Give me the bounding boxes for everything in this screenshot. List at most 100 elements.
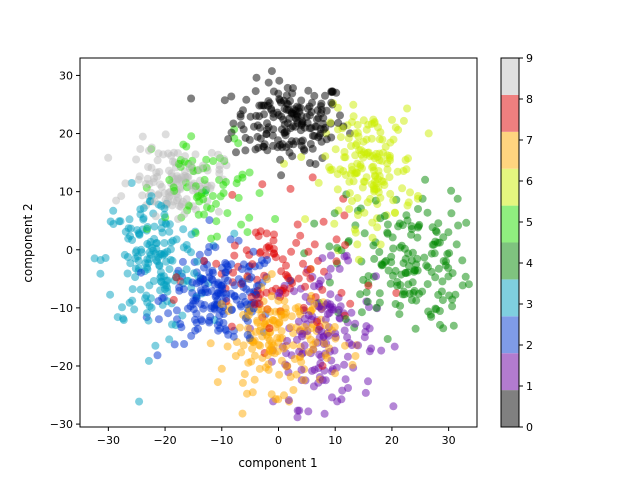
scatter-point-class-3 xyxy=(106,217,115,226)
colorbar-tick-label: 9 xyxy=(526,52,533,65)
scatter-point-class-4 xyxy=(420,253,429,262)
scatter-point-class-4 xyxy=(432,228,441,237)
scatter-point-class-9 xyxy=(153,156,162,165)
scatter-point-class-6 xyxy=(360,208,369,217)
scatter-point-class-5 xyxy=(180,157,189,166)
scatter-point-class-3 xyxy=(109,206,118,215)
scatter-point-class-9 xyxy=(168,157,177,166)
scatter-point-class-2 xyxy=(197,288,206,297)
scatter-point-class-4 xyxy=(408,278,417,287)
colorbar-segment xyxy=(501,279,519,317)
scatter-point-class-1 xyxy=(377,346,386,355)
scatter-point-class-7 xyxy=(275,370,284,379)
scatter-point-class-7 xyxy=(311,338,320,347)
scatter-point-class-3 xyxy=(131,273,140,282)
scatter-point-class-7 xyxy=(244,324,252,333)
scatter-point-class-0 xyxy=(285,114,294,123)
colorbar-tick-label: 4 xyxy=(526,257,533,270)
scatter-point-class-0 xyxy=(313,106,322,115)
scatter-point-class-0 xyxy=(317,99,326,108)
scatter-point-class-9 xyxy=(141,180,150,188)
scatter-point-class-8 xyxy=(308,173,317,182)
scatter-point-class-3 xyxy=(165,335,174,344)
scatter-point-class-2 xyxy=(245,275,254,283)
y-tick-label: 10 xyxy=(59,186,73,199)
scatter-point-class-6 xyxy=(379,177,388,186)
scatter-point-class-6 xyxy=(367,134,376,143)
scatter-point-class-6 xyxy=(331,145,340,154)
scatter-point-class-7 xyxy=(267,270,276,279)
scatter-point-class-0 xyxy=(283,83,292,92)
scatter-point-class-1 xyxy=(340,360,349,369)
scatter-point-class-9 xyxy=(152,168,161,177)
scatter-point-class-7 xyxy=(238,409,247,418)
scatter-point-class-1 xyxy=(354,341,363,350)
scatter-point-class-6 xyxy=(373,223,382,232)
scatter-point-class-6 xyxy=(347,162,356,171)
scatter-point-class-1 xyxy=(326,264,335,273)
scatter-point-class-9 xyxy=(195,165,204,174)
scatter-point-class-4 xyxy=(362,288,371,297)
scatter-point-class-9 xyxy=(178,177,187,186)
colorbar-segment xyxy=(501,131,519,169)
scatter-point-class-2 xyxy=(208,276,217,285)
colorbar-segment xyxy=(501,242,519,280)
scatter-point-class-7 xyxy=(277,356,286,365)
scatter-point-class-0 xyxy=(239,125,248,134)
scatter-point-class-4 xyxy=(444,228,453,237)
scatter-point-class-4 xyxy=(431,273,440,282)
scatter-point-class-2 xyxy=(211,243,220,252)
scatter-point-class-0 xyxy=(241,133,250,142)
scatter-point-class-3 xyxy=(123,269,132,278)
scatter-point-class-4 xyxy=(438,296,447,305)
scatter-point-class-6 xyxy=(341,171,350,179)
scatter-point-class-9 xyxy=(134,175,143,184)
scatter-point-class-0 xyxy=(242,95,251,104)
scatter-point-class-0 xyxy=(275,76,284,85)
scatter-point-class-2 xyxy=(257,256,266,265)
scatter-point-class-4 xyxy=(393,281,402,290)
scatter-point-class-8 xyxy=(228,190,237,199)
scatter-point-class-2 xyxy=(176,320,185,328)
scatter-point-class-6 xyxy=(379,148,388,157)
scatter-point-class-8 xyxy=(269,236,278,245)
x-tick-label: 0 xyxy=(275,434,282,447)
scatter-point-class-0 xyxy=(250,122,258,131)
scatter-point-class-4 xyxy=(439,233,448,242)
scatter-point-class-3 xyxy=(106,290,115,299)
scatter-point-class-8 xyxy=(262,229,271,238)
scatter-point-class-8 xyxy=(265,244,274,253)
scatter-point-class-7 xyxy=(297,358,306,367)
scatter-point-class-3 xyxy=(179,243,188,252)
scatter-point-class-4 xyxy=(438,277,447,286)
scatter-point-class-3 xyxy=(90,254,99,263)
scatter-point-class-0 xyxy=(256,134,265,143)
scatter-point-class-7 xyxy=(267,292,276,301)
x-tick-label: 20 xyxy=(385,434,399,447)
scatter-point-class-6 xyxy=(364,120,373,129)
scatter-point-class-9 xyxy=(144,146,153,155)
scatter-point-class-5 xyxy=(200,175,209,184)
colorbar-tick-label: 7 xyxy=(526,134,533,147)
scatter-point-class-7 xyxy=(258,332,267,341)
scatter-point-class-3 xyxy=(136,285,145,294)
scatter-point-class-4 xyxy=(434,264,443,273)
scatter-point-class-1 xyxy=(326,251,335,260)
scatter-point-class-6 xyxy=(376,240,385,249)
scatter-point-class-4 xyxy=(423,208,432,217)
scatter-point-class-7 xyxy=(307,324,316,333)
scatter-point-class-0 xyxy=(297,121,306,130)
scatter-point-class-0 xyxy=(252,111,261,120)
scatter-point-class-9 xyxy=(164,149,173,158)
scatter-point-class-0 xyxy=(280,104,289,113)
scatter-point-class-4 xyxy=(388,233,397,242)
scatter-point-class-3 xyxy=(165,220,174,229)
scatter-point-class-8 xyxy=(230,241,239,250)
scatter-point-class-4 xyxy=(407,296,416,305)
scatter-point-class-6 xyxy=(404,198,413,207)
scatter-point-class-6 xyxy=(394,125,403,134)
scatter-point-class-6 xyxy=(301,215,310,224)
x-tick-label: 10 xyxy=(328,434,342,447)
scatter-point-class-3 xyxy=(125,215,134,224)
scatter-point-class-9 xyxy=(136,145,145,153)
